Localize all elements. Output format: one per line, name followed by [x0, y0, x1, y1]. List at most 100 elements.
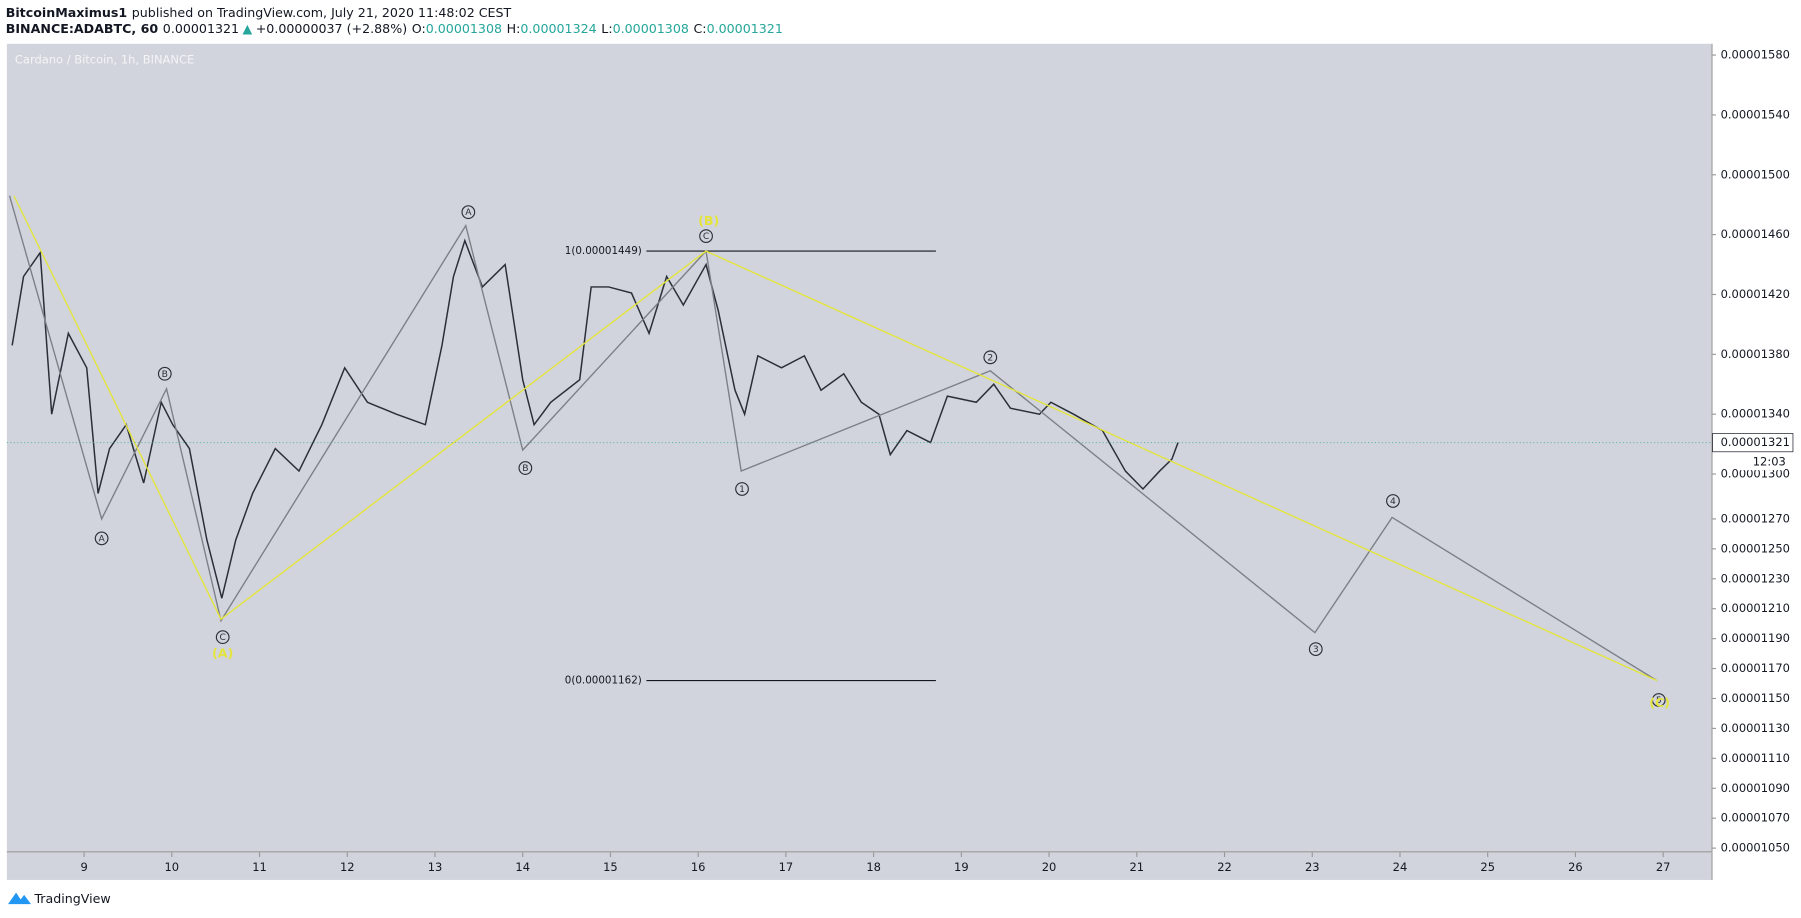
x-tick-label: 26: [1568, 860, 1583, 874]
y-tick-label: 0.00001580: [1721, 48, 1790, 62]
wave-label: C: [215, 630, 230, 645]
arrow: ▲: [243, 20, 253, 35]
wave-text: B: [522, 463, 528, 474]
x-tick-label: 9: [80, 860, 87, 874]
fib-label: 1(0.00001449): [565, 245, 642, 257]
high: 0.00001324: [520, 20, 596, 35]
series-line: [11, 238, 1179, 599]
wave-label: 2: [983, 350, 998, 365]
wave-circle: [983, 350, 998, 365]
series-line: [13, 195, 1658, 682]
open-label: O:: [412, 20, 426, 35]
wave-circle: [157, 366, 172, 381]
wave-text: 4: [1390, 496, 1396, 507]
x-tick-label: 12: [340, 860, 355, 874]
fib-label: 0(0.00001162): [565, 675, 642, 687]
header-line-2: BINANCE:ADABTC, 60 0.00001321 ▲ +0.00000037…: [6, 20, 783, 35]
wave-circle: [94, 531, 109, 546]
y-tick-label: 0.00001130: [1721, 721, 1790, 735]
open: 0.00001308: [426, 20, 502, 35]
wave-label: 3: [1308, 642, 1323, 656]
wave-text: 2: [987, 352, 993, 363]
x-tick-label: 18: [866, 860, 881, 874]
wave-circle: [1651, 693, 1666, 707]
wave-text: A: [98, 533, 105, 544]
y-tick-label: 0.00001150: [1721, 691, 1790, 705]
countdown: 12:03: [1753, 455, 1786, 469]
change: +0.00000037 (+2.88%): [256, 20, 407, 35]
y-tick-label: 0.00001170: [1721, 661, 1790, 675]
wave-text: 1: [739, 484, 745, 495]
wave-text: (A): [212, 646, 233, 661]
y-tick-label: 0.00001190: [1721, 631, 1790, 645]
footer-logo: TradingView: [8, 891, 111, 906]
wave-label: B: [157, 366, 172, 381]
x-tick-label: 27: [1656, 860, 1671, 874]
low-label: L:: [601, 20, 612, 35]
y-tick-label: 0.00001070: [1721, 811, 1790, 825]
y-tick-label: 0.00001540: [1721, 107, 1790, 121]
countdown-box: [1738, 452, 1785, 471]
wave-circle: [1308, 642, 1323, 656]
x-tick-label: 10: [165, 860, 180, 874]
x-tick-label: 14: [515, 860, 530, 874]
wave-label: C: [699, 229, 713, 244]
x-tick-label: 13: [428, 860, 443, 874]
x-tick-label: 17: [779, 860, 794, 874]
last: 0.00001321: [163, 20, 239, 35]
wave-text: C: [703, 231, 709, 242]
x-tick-label: 21: [1130, 860, 1145, 874]
wave-text: (C): [1649, 695, 1670, 710]
wave-text: 3: [1313, 644, 1319, 655]
x-tick-label: 20: [1042, 860, 1057, 874]
wave-label: (C): [1649, 695, 1670, 710]
y-tick-label: 0.00001050: [1721, 841, 1790, 855]
wave-label: B: [518, 461, 533, 475]
series-line: [8, 195, 1658, 682]
x-tick-label: 24: [1393, 860, 1408, 874]
y-tick-label: 0.00001250: [1721, 541, 1790, 555]
wave-circle: [215, 630, 230, 645]
y-tick-label: 0.00001230: [1721, 571, 1790, 585]
symbol: BINANCE:ADABTC, 60: [6, 20, 159, 35]
wave-text: (B): [698, 213, 719, 228]
header-line-1: BitcoinMaximus1 published on TradingView.…: [6, 4, 512, 19]
wave-text: 5: [1656, 695, 1662, 706]
y-tick-label: 0.00001420: [1721, 287, 1790, 301]
y-tick-label: 0.00001500: [1721, 167, 1790, 181]
wave-label: 5: [1651, 693, 1666, 707]
brand: TradingView: [33, 891, 110, 906]
wave-label: 1: [735, 482, 749, 496]
last-price-label: 0.00001321: [1721, 435, 1790, 449]
y-tick-label: 0.00001210: [1721, 601, 1790, 615]
chart-pane: [6, 43, 1712, 880]
wave-text: B: [162, 369, 168, 380]
wave-label: A: [461, 205, 476, 220]
y-tick-label: 0.00001110: [1721, 751, 1790, 765]
logo-icon: [8, 892, 32, 905]
wave-circle: [461, 205, 476, 220]
wave-label: 4: [1386, 494, 1400, 508]
x-tick-label: 23: [1305, 860, 1320, 874]
wave-circle: [735, 482, 749, 496]
published: published on TradingView.com, July 21, 2…: [132, 4, 512, 19]
wave-circle: [699, 229, 713, 244]
low: 0.00001308: [613, 20, 689, 35]
y-tick-label: 0.00001340: [1721, 407, 1790, 421]
x-tick-label: 19: [954, 860, 969, 874]
chart-title: Cardano / Bitcoin, 1h, BINANCE: [15, 52, 194, 66]
last-price-box: [1712, 433, 1794, 453]
wave-label: (B): [698, 213, 719, 228]
x-tick-label: 16: [691, 860, 706, 874]
author: BitcoinMaximus1: [6, 4, 127, 19]
close-label: C:: [693, 20, 706, 35]
x-tick-label: 11: [252, 860, 267, 874]
high-label: H:: [507, 20, 521, 35]
y-tick-label: 0.00001270: [1721, 511, 1790, 525]
wave-circle: [518, 461, 533, 475]
wave-text: C: [219, 632, 225, 643]
wave-text: A: [465, 207, 472, 218]
wave-label: (A): [212, 646, 233, 661]
